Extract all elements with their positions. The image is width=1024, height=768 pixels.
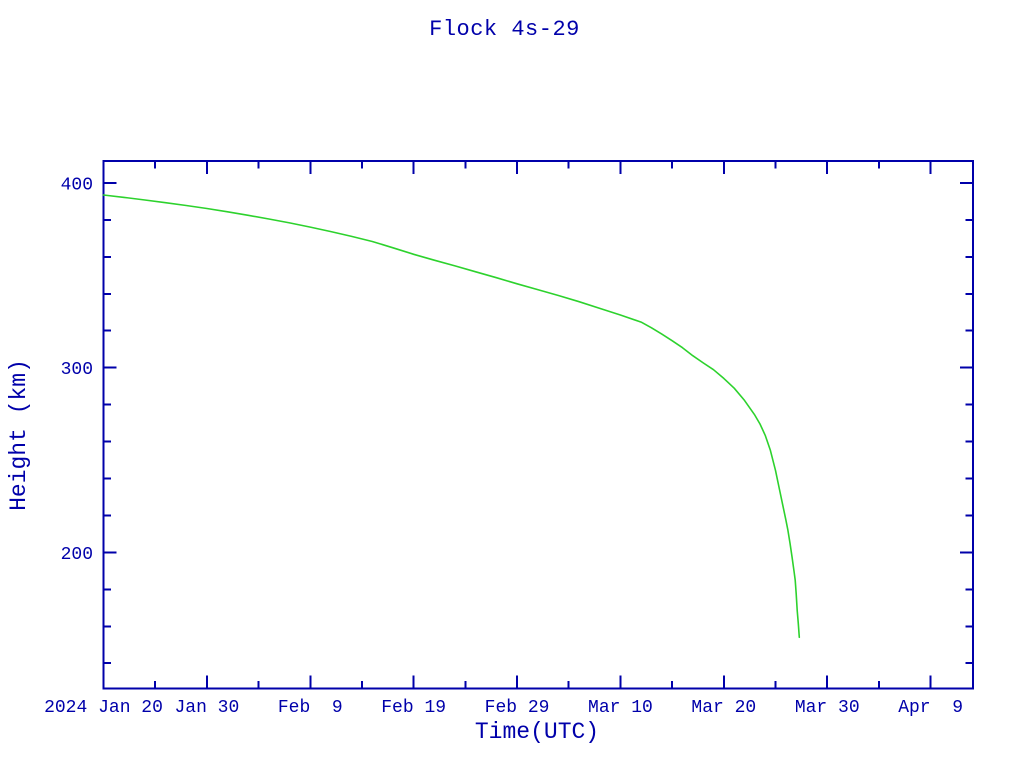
- x-tick-label: Jan 30: [174, 698, 239, 718]
- x-tick-label: Feb 19: [381, 698, 446, 718]
- y-tick-label: 400: [61, 175, 93, 195]
- x-tick-label: Feb 29: [485, 698, 550, 718]
- y-tick-label: 300: [61, 360, 93, 380]
- x-tick-label: Mar 20: [691, 698, 756, 718]
- chart-title: Flock 4s-29: [429, 17, 580, 42]
- plot-frame: [102, 160, 974, 690]
- x-tick-label: Feb 9: [278, 698, 343, 718]
- x-tick-label: Apr 9: [898, 698, 963, 718]
- x-axis-title: Time(UTC): [474, 719, 600, 745]
- x-tick-label: Mar 30: [795, 698, 860, 718]
- height-curve: [102, 194, 801, 639]
- x-tick-label: 2024 Jan 20: [44, 698, 163, 718]
- y-tick-label: 200: [61, 545, 93, 565]
- x-tick-label: Mar 10: [588, 698, 653, 718]
